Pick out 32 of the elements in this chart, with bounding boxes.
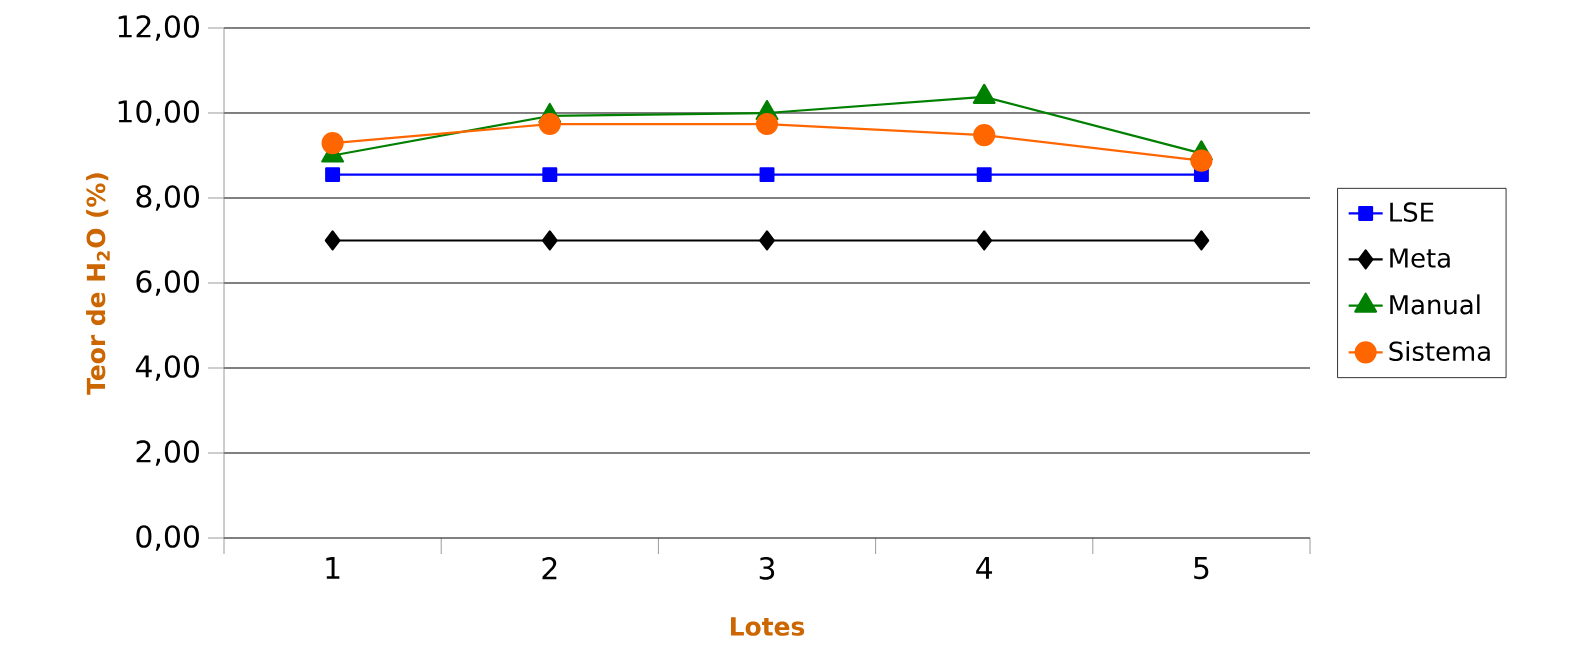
- x-tick-label: 1: [326, 557, 340, 579]
- point: [325, 167, 341, 183]
- point: [976, 167, 992, 183]
- y-tick-label: 8,00: [136, 185, 199, 211]
- y-tick-label: 2,00: [136, 440, 199, 466]
- point: [976, 230, 993, 251]
- legend-label: Manual: [1390, 294, 1480, 315]
- x-tick-label: 3: [759, 557, 775, 580]
- point: [321, 132, 344, 155]
- x-tick-label: 5: [1194, 557, 1209, 580]
- point: [324, 230, 341, 251]
- point: [1190, 149, 1213, 172]
- y-tick-label: 0,00: [136, 525, 199, 551]
- y-tick-label: 4,00: [135, 355, 199, 381]
- legend-label: LSE: [1390, 202, 1434, 222]
- point: [759, 167, 775, 183]
- point: [542, 167, 558, 183]
- point: [1193, 230, 1210, 251]
- y-tick-label: 10,00: [118, 100, 199, 126]
- point: [538, 112, 561, 136]
- x-tick-label: 2: [542, 557, 557, 580]
- point: [541, 230, 558, 251]
- legend-label: Sistema: [1389, 340, 1490, 362]
- x-tick-label: 4: [976, 557, 993, 579]
- y-tick-label: 6,00: [136, 270, 199, 296]
- x-axis-title: Lotes: [730, 617, 805, 636]
- point: [759, 230, 775, 251]
- y-axis-title: Teor de H$_{2}$O (%): [86, 173, 110, 395]
- point: [755, 112, 779, 136]
- y-tick-label: 12,00: [118, 15, 199, 41]
- point: [973, 124, 996, 147]
- legend-label: Meta: [1390, 248, 1450, 268]
